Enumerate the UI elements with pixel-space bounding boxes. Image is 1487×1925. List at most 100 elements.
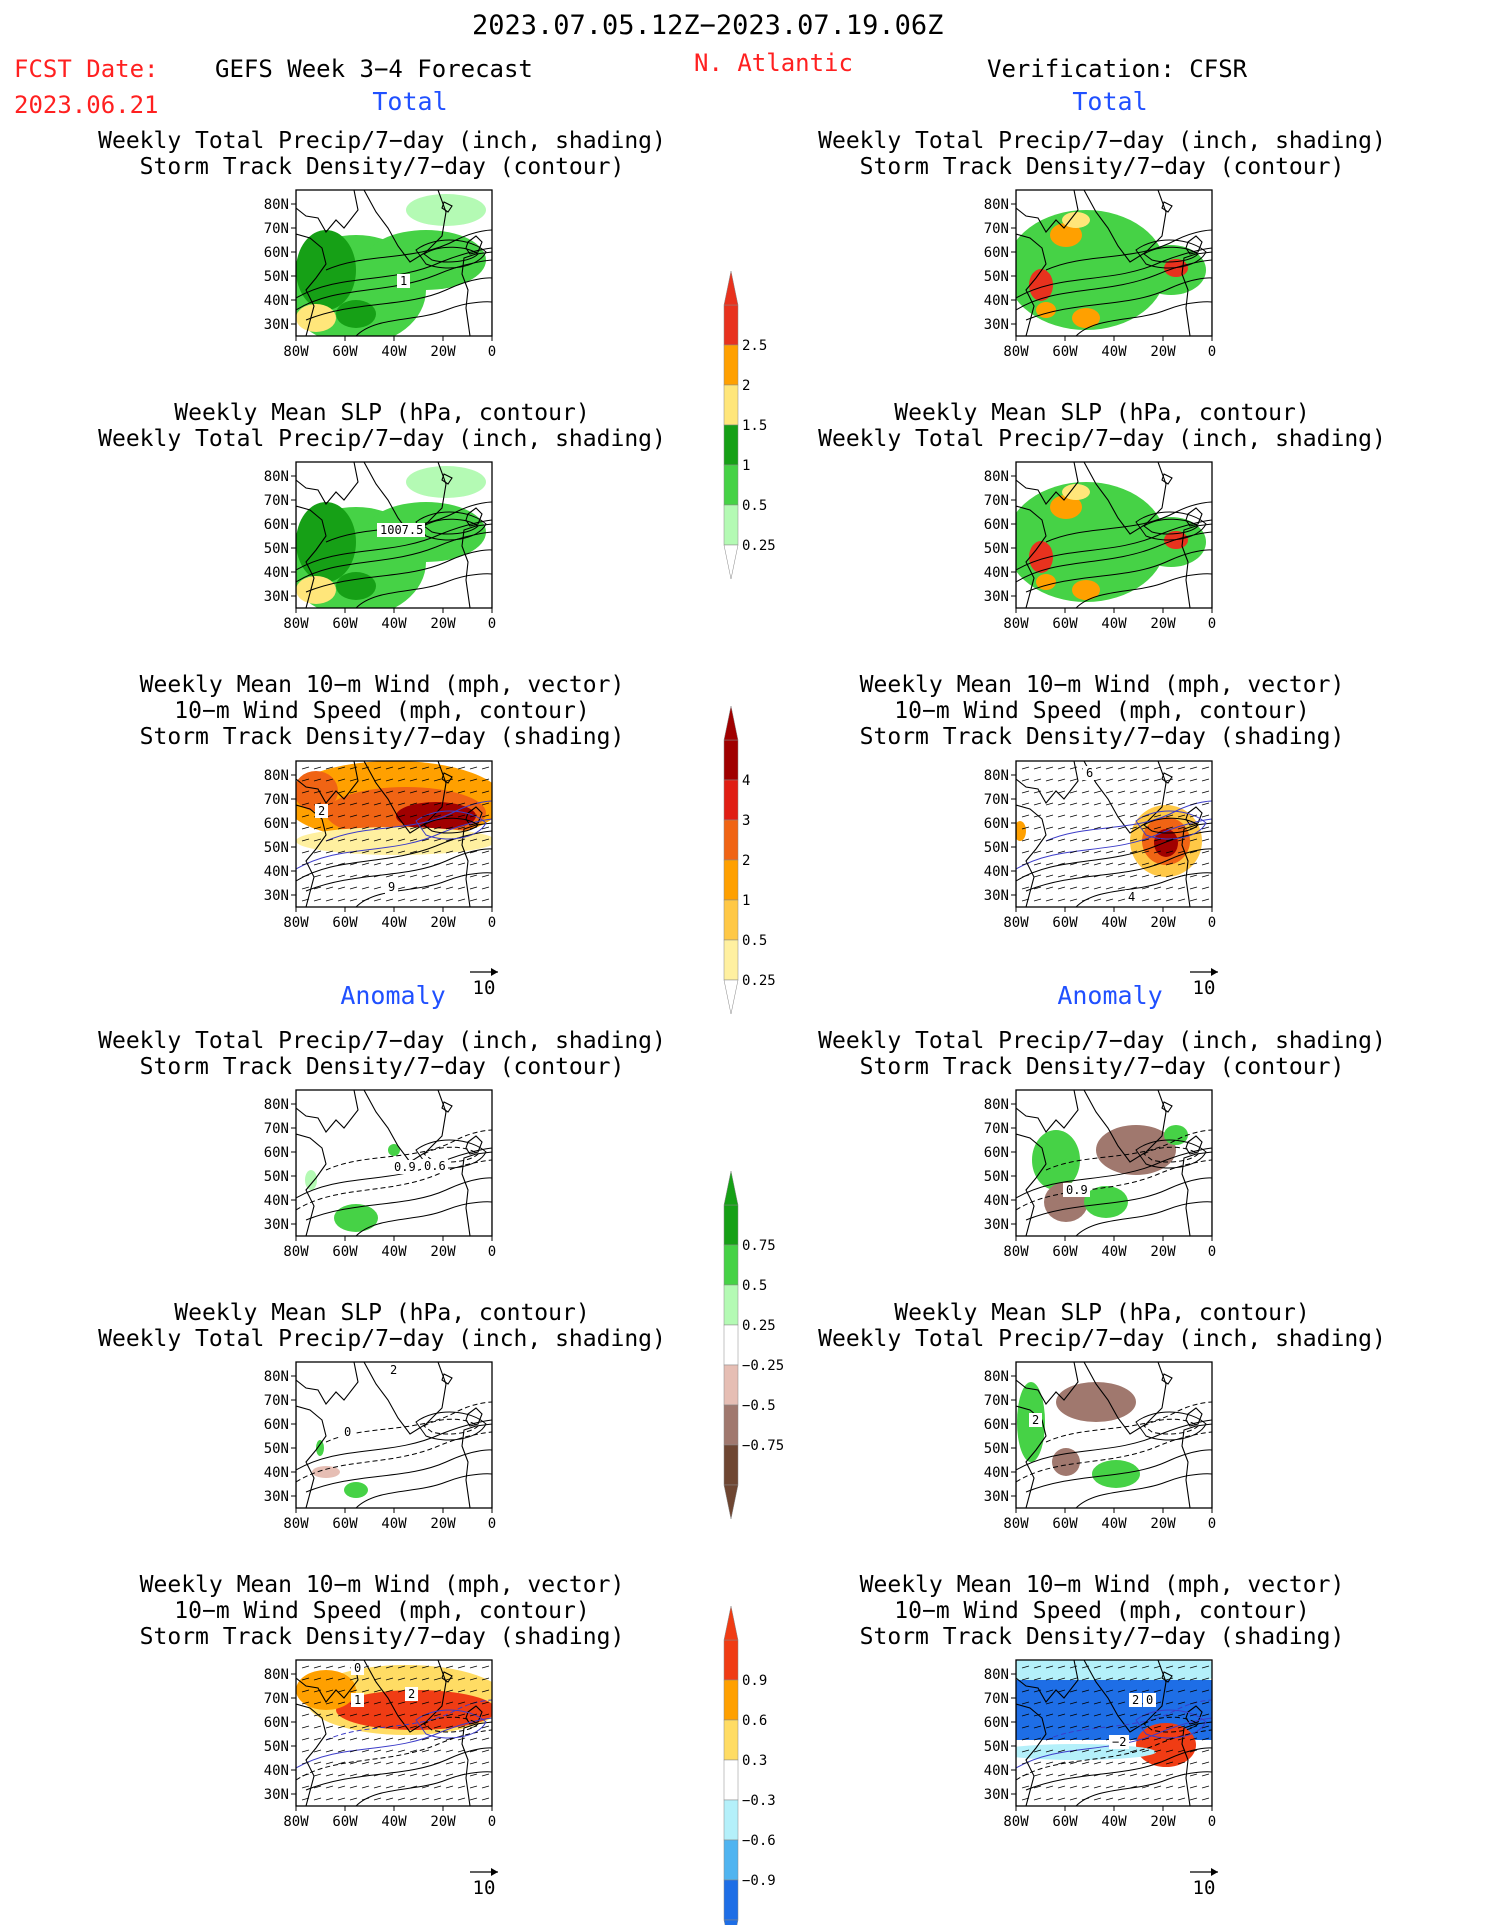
lon-tick-label: 20W (1150, 344, 1176, 360)
contour-line (415, 1709, 487, 1739)
wind-vector (1165, 778, 1174, 782)
colorbar-label: 0.5 (742, 1278, 767, 1294)
map-fcst_anom_precip: 0.9 0.6 80N 70N 60N 50N 40N 30N 80W 60W 40W 20W 0 (264, 1089, 496, 1260)
wind-vector (469, 1797, 478, 1801)
contour-line (1135, 1709, 1207, 1739)
wind-vector (445, 814, 454, 818)
colorbar-label: 2 (742, 378, 750, 394)
wind-vector (469, 1785, 478, 1789)
wind-vector (1033, 802, 1042, 806)
wind-vector (1117, 802, 1126, 806)
wind-vector (469, 1749, 478, 1753)
wind-vector (325, 766, 334, 770)
wind-vector (301, 898, 310, 902)
wind-vector (1057, 1749, 1066, 1753)
wind-vector (1105, 1677, 1114, 1681)
wind-vector (445, 1761, 454, 1765)
shading-blob (296, 1670, 356, 1710)
lat-tick-label: 50N (984, 269, 1009, 285)
wind-vector (433, 826, 442, 830)
colorbar-segment (723, 1639, 739, 1681)
wind-vector (409, 1701, 418, 1705)
wind-vector (1189, 790, 1198, 794)
wind-vector (1177, 898, 1186, 902)
lon-tick-label: 0 (488, 915, 496, 931)
lon-tick-label: 80W (1003, 616, 1029, 632)
wind-vector (409, 814, 418, 818)
wind-vector (433, 1725, 442, 1729)
wind-vector (469, 790, 478, 794)
wind-vector (1141, 790, 1150, 794)
wind-vector (385, 1713, 394, 1717)
shading-blob (406, 466, 486, 498)
wind-vector (1093, 874, 1102, 878)
map-inner (1016, 190, 1212, 336)
coastline (1083, 761, 1167, 834)
wind-vector (457, 886, 466, 890)
wind-vector (1033, 898, 1042, 902)
wind-vector (1189, 1797, 1198, 1801)
map-inner: 2 0 −2 (1016, 1660, 1212, 1806)
lat-tick-label: 40N (264, 293, 289, 309)
lat-tick-label: 30N (264, 317, 289, 333)
wind-vector (385, 826, 394, 830)
wind-vector (1069, 874, 1078, 878)
wind-vector (469, 898, 478, 902)
wind-vector (1033, 1677, 1042, 1681)
contour-line (1143, 246, 1199, 263)
shading-blob (1029, 541, 1053, 573)
lat-tick-label: 40N (264, 864, 289, 880)
lat-tick-label: 80N (264, 197, 289, 213)
lon-tick-label: 80W (283, 1244, 309, 1260)
lat-tick-label: 80N (984, 1667, 1009, 1683)
wind-vector (349, 814, 358, 818)
wind-vector (1141, 1773, 1150, 1777)
fcst-total-wind-title-line-1: Weekly Mean 10−m Wind (mph, vector) (140, 672, 625, 698)
lat-tick-label: 50N (984, 541, 1009, 557)
wind-vector (1177, 1689, 1186, 1693)
wind-vector (337, 1761, 346, 1765)
wind-vector (301, 1665, 310, 1669)
wind-vector (1069, 1749, 1078, 1753)
lon-tick-label: 20W (430, 1814, 456, 1830)
wind-vector (1153, 1749, 1162, 1753)
wind-vector (481, 814, 490, 818)
colorbar-segment (723, 859, 739, 901)
lon-tick-label: 40W (381, 1814, 407, 1830)
shading-blob (1136, 1723, 1196, 1767)
wind-vector (325, 778, 334, 782)
wind-vector (1081, 838, 1090, 842)
fcst-total-precip-title-line-2: Storm Track Density/7−day (contour) (140, 154, 625, 180)
wind-vector (349, 1785, 358, 1789)
map-fcst_anom_track: 0 1 2 80N 70N 60N 50N 40N 30N 80W 60W 40W 20W 0 (264, 1659, 496, 1830)
shading-blob (1016, 821, 1026, 841)
wind-vector (1105, 1749, 1114, 1753)
wind-vector (397, 898, 406, 902)
lat-tick-label: 70N (264, 1691, 289, 1707)
coastline (1016, 505, 1047, 608)
wind-vector (1105, 1785, 1114, 1789)
wind-vector (1021, 814, 1030, 818)
wind-vector (373, 814, 382, 818)
coastline (1161, 473, 1173, 485)
lat-tick-label: 30N (984, 589, 1009, 605)
wind-vector (385, 814, 394, 818)
wind-vector (1057, 790, 1066, 794)
wind-vector (1165, 1773, 1174, 1777)
contour-line (1045, 800, 1212, 842)
wind-vector (1069, 826, 1078, 830)
wind-vector (433, 1701, 442, 1705)
wind-vector (1045, 886, 1054, 890)
wind-vector (421, 898, 430, 902)
shading-blob (344, 1482, 368, 1498)
contour-label-box (1143, 1693, 1156, 1707)
contour-label: 0.9 (1066, 1183, 1088, 1197)
contour-label: 0 (1146, 1693, 1153, 1707)
coastline (1185, 1407, 1203, 1427)
wind-vector (409, 886, 418, 890)
wind-vector (1177, 802, 1186, 806)
lat-tick-label: 40N (984, 1763, 1009, 1779)
wind-vector (385, 1797, 394, 1801)
lat-tick-label: 60N (984, 245, 1009, 261)
wind-vector (1045, 1773, 1054, 1777)
